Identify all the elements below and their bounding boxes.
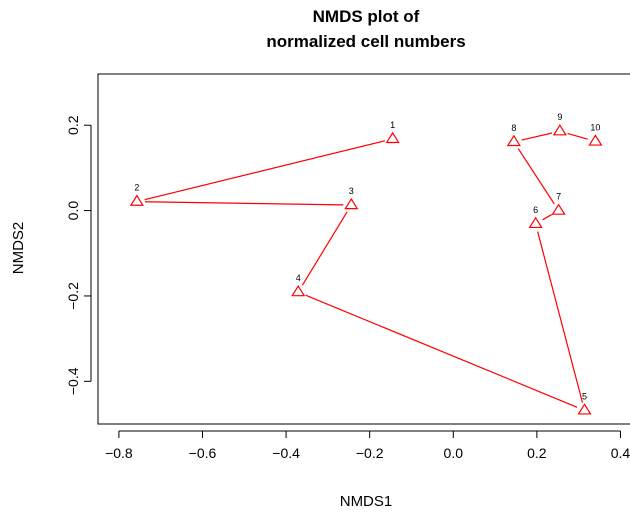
connection-line-9-10 — [567, 132, 588, 140]
point-marker-2 — [129, 194, 144, 206]
y-tick-label: 0.2 — [65, 115, 81, 135]
x-tick-label: −0.8 — [105, 445, 133, 461]
x-axis: −0.8 −0.6 −0.4 −0.2 0.0 0.2 0.4 — [105, 430, 630, 461]
point-marker-1 — [385, 131, 400, 144]
point-marker-3 — [344, 197, 359, 210]
connection-line-8-9 — [521, 132, 553, 141]
chart-title-line-2: normalized cell numbers — [266, 32, 465, 51]
x-tick-label: −0.4 — [272, 445, 300, 461]
x-tick-label: −0.6 — [189, 445, 217, 461]
x-tick-label: 0.0 — [444, 445, 464, 461]
x-tick-label: −0.2 — [356, 445, 384, 461]
y-axis-label: NMDS2 — [10, 222, 27, 275]
point-label-7: 7 — [556, 192, 561, 202]
point-marker-10 — [588, 134, 603, 146]
point-label-5: 5 — [582, 391, 587, 401]
connection-line-2-3 — [144, 201, 344, 206]
y-tick-label: −0.2 — [65, 282, 81, 310]
point-label-10: 10 — [590, 122, 600, 132]
connection-line-6-7 — [542, 214, 552, 221]
x-tick-label: 0.4 — [611, 445, 630, 461]
point-label-8: 8 — [511, 123, 516, 133]
point-marker-9 — [552, 124, 567, 136]
point-markers — [129, 124, 603, 415]
point-marker-6 — [528, 216, 543, 229]
point-marker-8 — [506, 134, 521, 147]
point-marker-5 — [577, 403, 592, 415]
point-label-4: 4 — [296, 273, 301, 283]
plot-frame — [97, 73, 630, 425]
point-label-2: 2 — [134, 183, 139, 193]
point-label-1: 1 — [390, 120, 395, 130]
y-axis: −0.4 −0.2 0.0 0.2 — [65, 115, 92, 395]
y-tick-label: −0.4 — [65, 367, 81, 395]
chart-title-line-1: NMDS plot of — [313, 7, 420, 26]
point-label-6: 6 — [533, 205, 538, 215]
connection-line-5-6 — [537, 231, 584, 403]
point-marker-4 — [291, 284, 306, 297]
connection-lines — [144, 132, 588, 408]
x-axis-label: NMDS1 — [340, 493, 393, 510]
connection-line-4-5 — [305, 294, 578, 408]
connection-line-7-8 — [517, 148, 555, 205]
point-marker-7 — [551, 203, 566, 215]
point-label-9: 9 — [557, 112, 562, 122]
point-label-3: 3 — [349, 186, 354, 196]
x-tick-label: 0.2 — [527, 445, 547, 461]
point-labels: 1 2 3 4 5 6 7 8 9 10 — [134, 112, 600, 401]
y-tick-label: 0.0 — [65, 201, 81, 221]
connection-line-3-4 — [301, 211, 348, 286]
connection-line-1-2 — [144, 140, 386, 201]
